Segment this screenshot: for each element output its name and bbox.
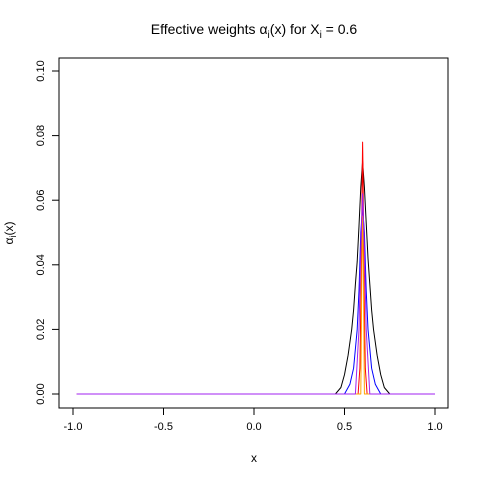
series-line-5 [76,193,435,395]
plot-frame [58,57,449,409]
y-tick-label: 0.02 [35,319,47,340]
x-axis-label: x [251,451,257,465]
series-line-2 [76,206,435,395]
title-suffix: = 0.6 [322,21,358,37]
y-label-rest: (x) [2,222,16,236]
title-alpha-subscript: i [268,30,270,41]
title-middle: (x) for X [270,21,320,37]
y-label-alpha: α [2,237,16,244]
title-alpha: α [259,21,267,37]
y-axis: 0.00 0.02 0.04 0.06 0.08 0.10 [35,60,60,405]
x-axis: -1.0 -0.5 0.0 0.5 1.0 [64,407,443,433]
y-tick-label: 0.00 [35,383,47,404]
series-line-4 [76,215,435,395]
y-tick-label: 0.04 [35,254,47,275]
x-tick-label: -0.5 [154,421,173,433]
y-tick-label: 0.10 [35,60,47,81]
y-tick-label: 0.06 [35,189,47,210]
x-tick-label: 0.0 [246,421,261,433]
series-line-3 [76,141,435,395]
chart-title: Effective weights αi(x) for Xi = 0.6 [151,21,358,41]
series-layer [76,141,435,395]
y-tick-label: 0.08 [35,125,47,146]
x-tick-label: 1.0 [427,421,442,433]
x-tick-label: -1.0 [64,421,83,433]
y-label-subscript: i [8,236,18,238]
series-line-1 [76,160,435,395]
title-x-subscript: i [320,30,322,41]
x-tick-label: 0.5 [337,421,352,433]
title-prefix: Effective weights [151,21,260,37]
y-axis-label: αi(x) [2,222,18,245]
